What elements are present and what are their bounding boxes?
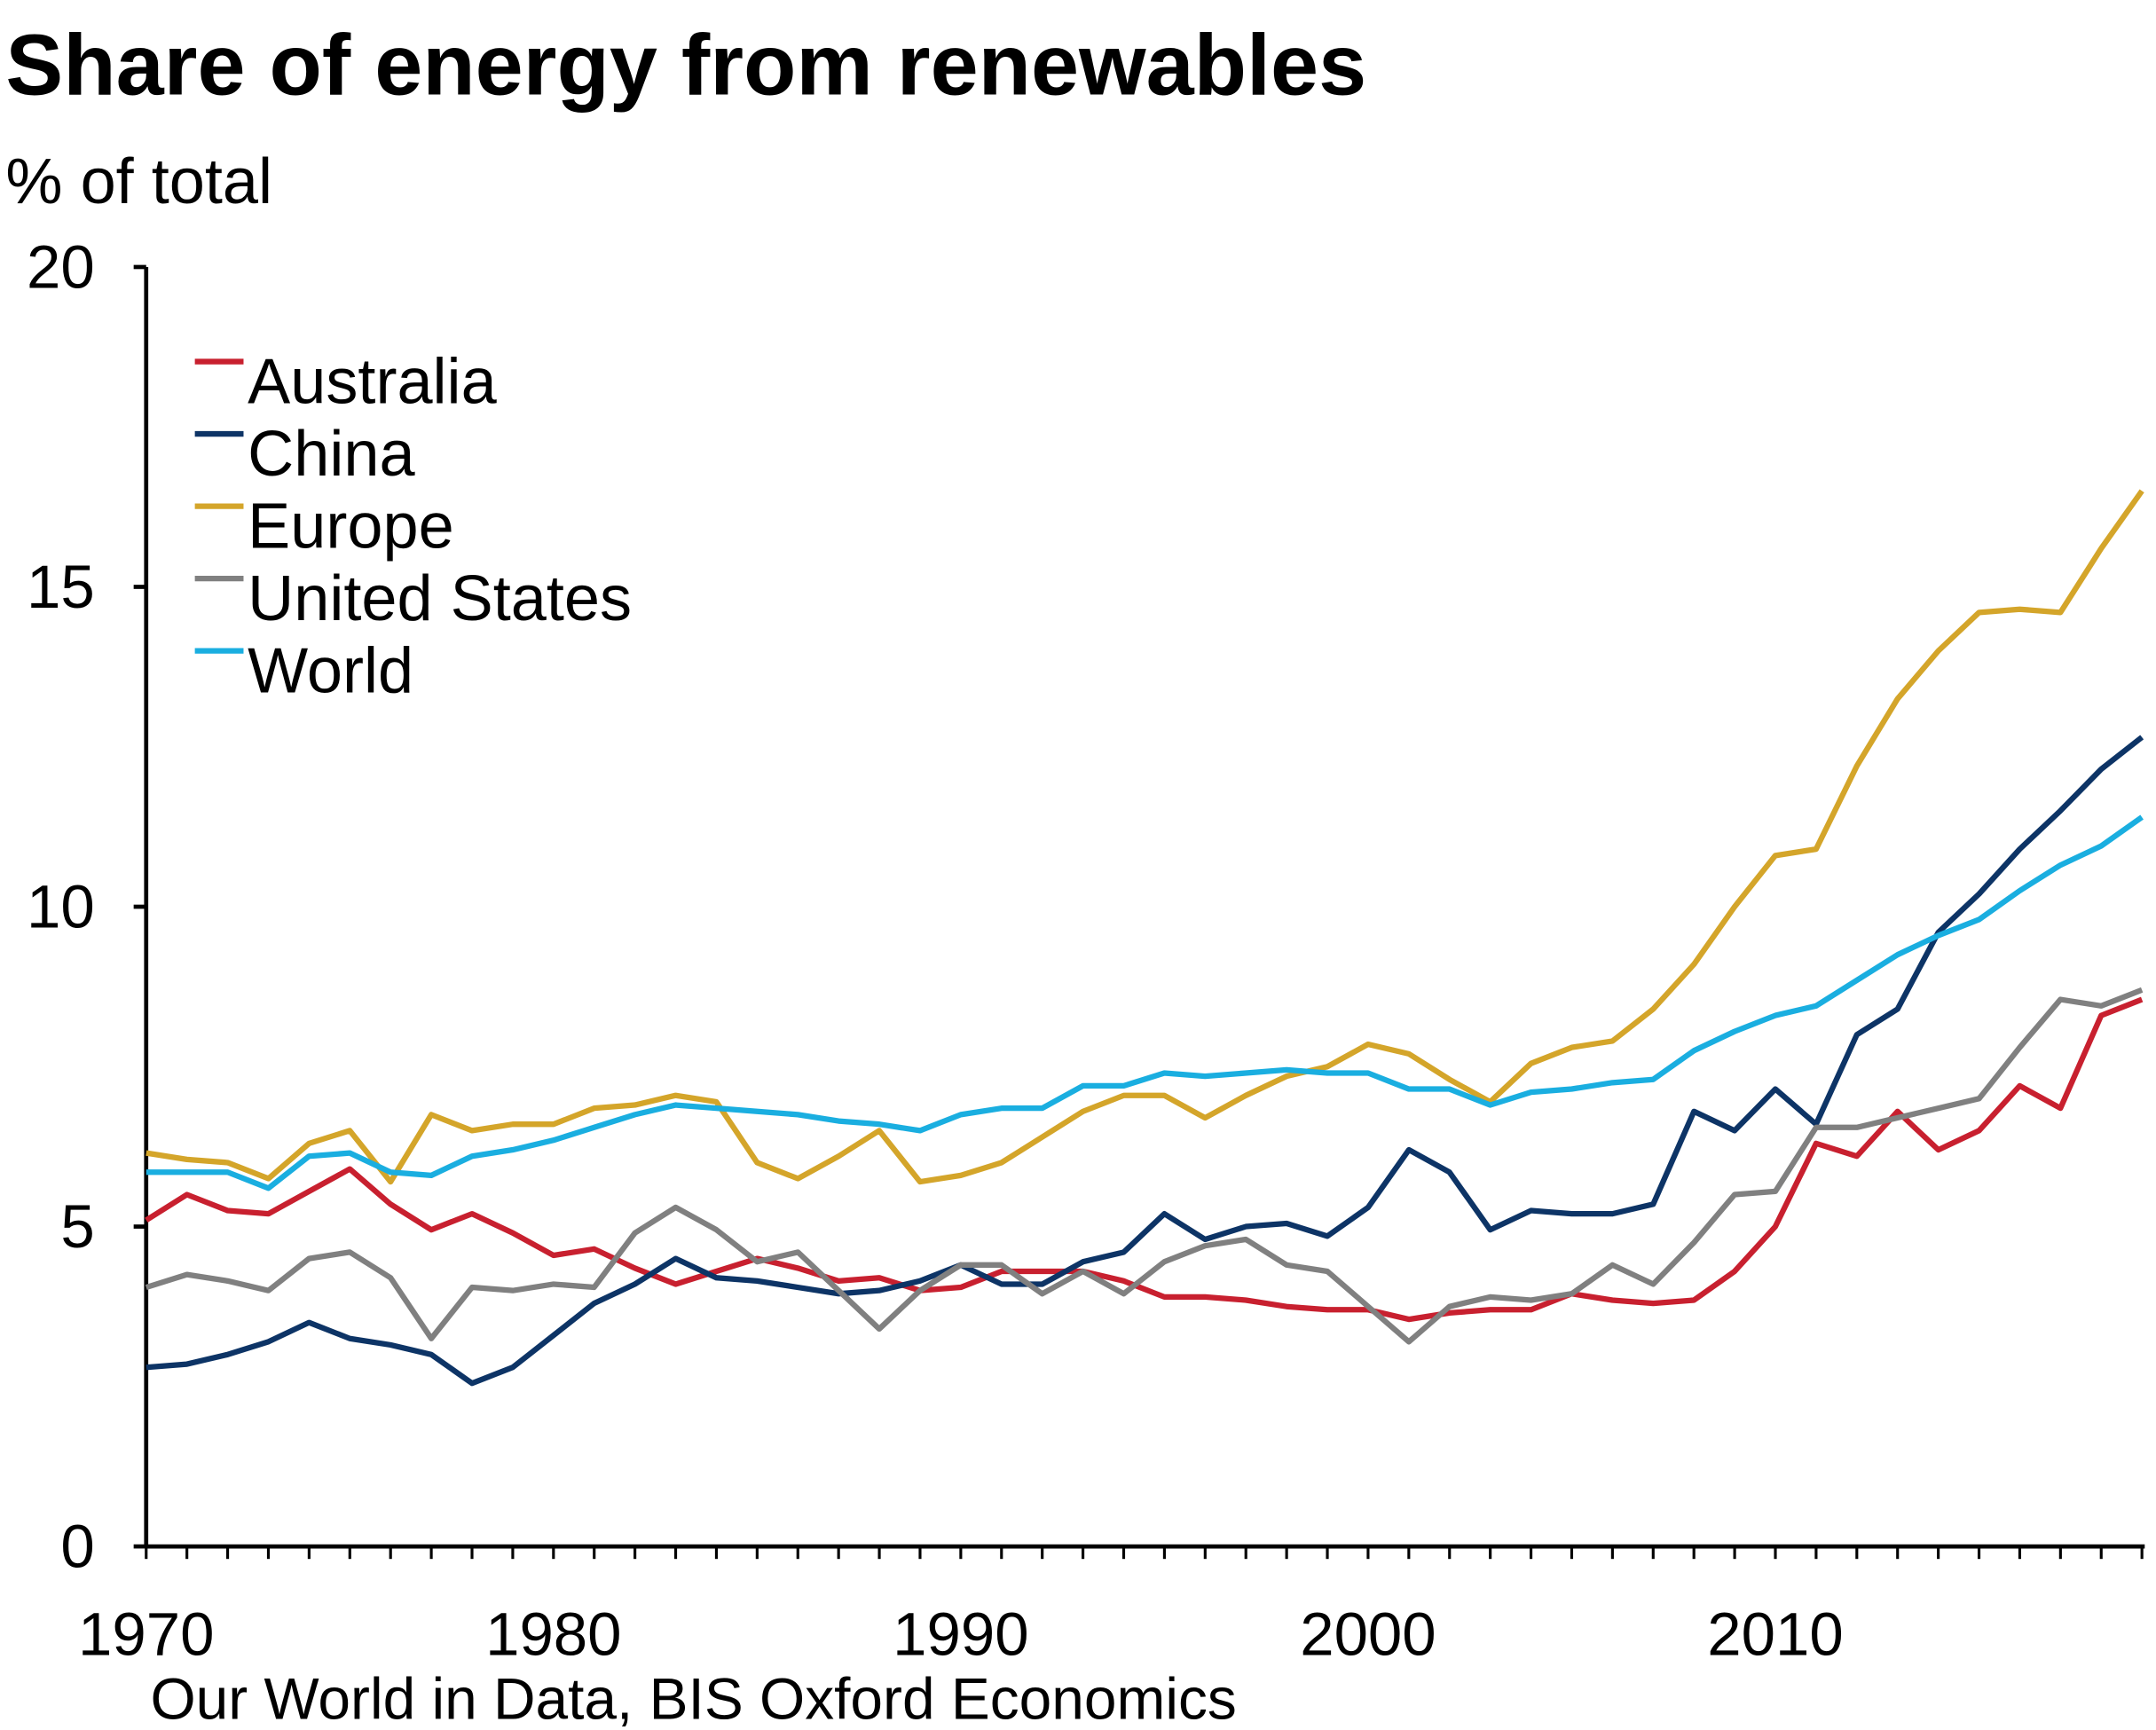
legend-label-united-states: United States [248, 563, 632, 634]
y-tick-label: 20 [27, 232, 95, 301]
series-line-china [146, 735, 2144, 1387]
y-tick-label: 10 [27, 873, 95, 941]
series-line-world [146, 814, 2144, 1191]
x-tick-label: 1970 [78, 1600, 214, 1668]
y-tick-label: 15 [27, 553, 95, 621]
legend-label-china: China [248, 419, 415, 490]
legend-label-world: World [248, 636, 413, 707]
legend-label-europe: Europe [248, 491, 453, 562]
series-lines [145, 489, 2144, 1387]
series-line-australia [145, 996, 2144, 1323]
y-axis-label: % of total [5, 146, 272, 217]
y-tick-label: 5 [60, 1192, 94, 1261]
x-tick-label: 2000 [1300, 1600, 1436, 1668]
source-note: Our World in Data, BIS Oxford Economics [150, 1665, 1236, 1730]
series-line-united-states [145, 987, 2144, 1345]
x-tick-label: 2010 [1707, 1600, 1843, 1668]
x-tick-label: 1980 [485, 1600, 621, 1668]
x-tick-label: 1990 [893, 1600, 1028, 1668]
chart-title: Share of energy from renewables [5, 17, 1366, 114]
y-tick-label: 0 [60, 1513, 94, 1581]
series-line-europe [146, 489, 2144, 1185]
legend-label-australia: Australia [248, 347, 497, 418]
axes: 0 5 10 15 20 1970 1980 1990 2000 2010 [27, 232, 2145, 1668]
